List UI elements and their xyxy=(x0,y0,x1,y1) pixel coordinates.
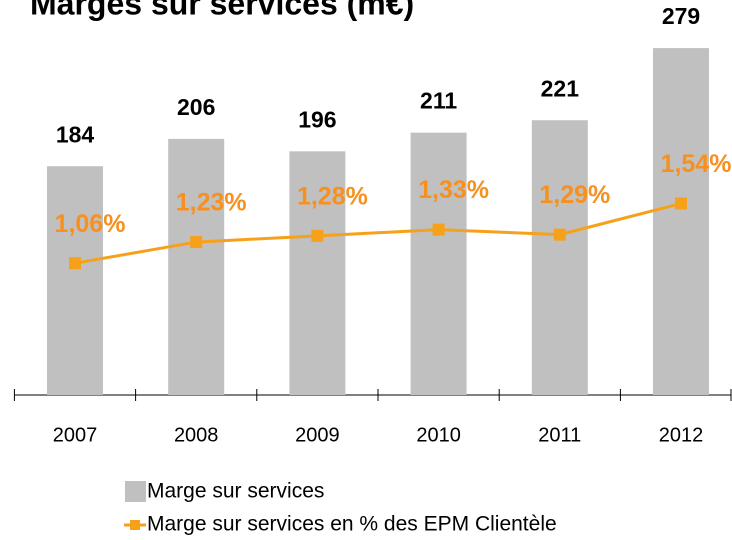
line-marker xyxy=(69,257,81,270)
bar xyxy=(168,138,225,395)
line-marker xyxy=(190,236,203,249)
bar xyxy=(531,120,588,396)
x-tick-label: 2008 xyxy=(174,424,219,446)
line-marker xyxy=(553,228,566,241)
bar-value-label: 211 xyxy=(420,88,457,114)
x-tick-label: 2011 xyxy=(538,424,581,446)
x-tick-label: 2010 xyxy=(416,424,461,446)
legend-label: Marge sur services xyxy=(147,480,324,503)
bar xyxy=(410,132,467,395)
bar xyxy=(47,166,103,395)
line-value-label: 1,29% xyxy=(539,181,610,209)
chart-title: Marges sur services (m€) xyxy=(30,0,414,21)
bar-value-label: 279 xyxy=(662,3,700,29)
legend-label: Marge sur services en % des EPM Clientèl… xyxy=(147,513,557,536)
line-value-label: 1,33% xyxy=(418,176,489,204)
bar-value-label: 206 xyxy=(177,94,215,120)
line-marker xyxy=(311,229,324,242)
bar-value-label: 184 xyxy=(56,121,95,147)
bar xyxy=(653,48,709,396)
line-value-label: 1,54% xyxy=(661,150,732,178)
x-tick-label: 2007 xyxy=(53,424,98,446)
line-marker xyxy=(432,223,445,236)
x-tick-label: 2009 xyxy=(295,424,340,446)
line-value-label: 1,06% xyxy=(55,210,126,238)
bar xyxy=(289,151,346,395)
line xyxy=(74,202,682,265)
legend-swatch xyxy=(125,481,146,502)
bar-value-label: 196 xyxy=(298,106,336,132)
line-marker xyxy=(675,197,687,210)
bar-value-label: 221 xyxy=(541,75,580,101)
line-value-label: 1,28% xyxy=(297,182,368,210)
x-tick-label: 2012 xyxy=(659,424,704,446)
legend-swatch xyxy=(130,520,140,530)
line-value-label: 1,23% xyxy=(176,189,247,217)
